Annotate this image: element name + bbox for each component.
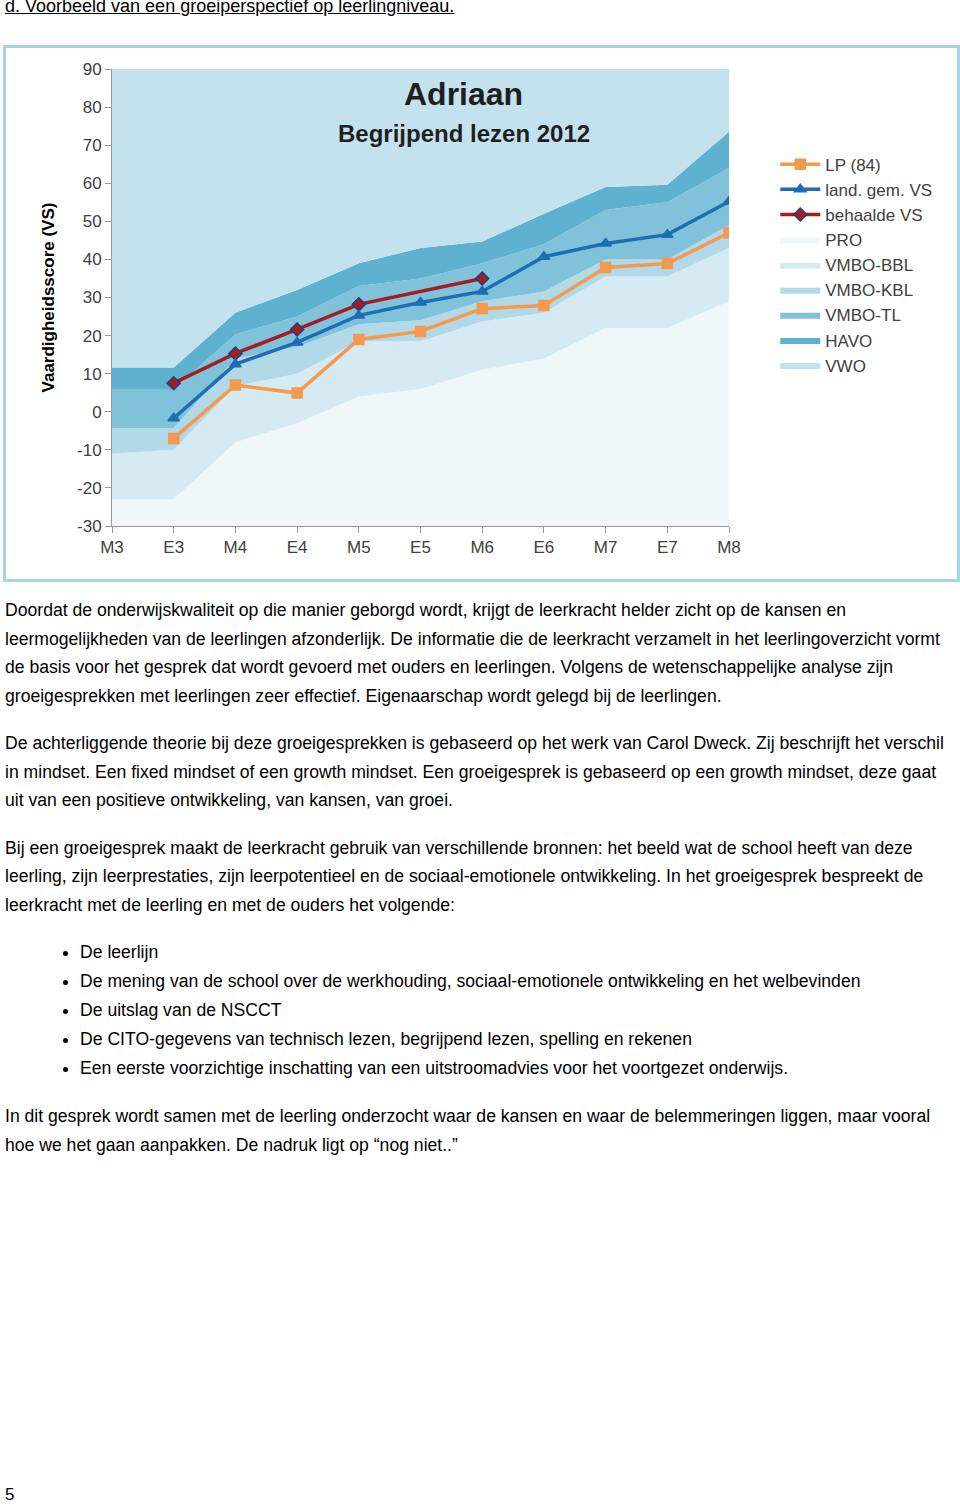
svg-text:VMBO-KBL: VMBO-KBL xyxy=(825,281,913,300)
svg-text:E4: E4 xyxy=(287,538,308,557)
svg-text:90: 90 xyxy=(83,60,102,79)
html-text:De achterliggende theorie bij: De achterliggende theorie bij deze groei… xyxy=(5,733,944,810)
svg-text:M6: M6 xyxy=(470,538,494,557)
svg-text:M7: M7 xyxy=(594,538,618,557)
svg-text:-10: -10 xyxy=(77,441,102,460)
svg-text:VMBO-TL: VMBO-TL xyxy=(825,306,901,325)
svg-text:M3: M3 xyxy=(100,538,124,557)
svg-text:-30: -30 xyxy=(77,517,102,536)
svg-text:VMBO-BBL: VMBO-BBL xyxy=(825,256,913,275)
svg-text:PRO: PRO xyxy=(825,231,862,250)
svg-text:10: 10 xyxy=(83,365,102,384)
svg-text:40: 40 xyxy=(83,250,102,269)
svg-text:M5: M5 xyxy=(347,538,371,557)
html-text:De mening van de school over d: De mening van de school over de werkhoud… xyxy=(80,971,861,991)
svg-text:Adriaan: Adriaan xyxy=(404,76,523,112)
svg-text:E3: E3 xyxy=(163,538,184,557)
html-text:Doordat de onderwijskwaliteit: Doordat de onderwijskwaliteit op die man… xyxy=(5,600,940,706)
svg-text:-20: -20 xyxy=(77,479,102,498)
html-text:In dit gesprek wordt samen met: In dit gesprek wordt samen met de leerli… xyxy=(5,1106,931,1155)
svg-text:VWO: VWO xyxy=(825,357,866,376)
svg-text:20: 20 xyxy=(83,327,102,346)
html-text:De leerlijn: De leerlijn xyxy=(80,942,159,962)
svg-text:land. gem. VS: land. gem. VS xyxy=(825,181,932,200)
html-text:5: 5 xyxy=(5,1485,15,1504)
svg-text:50: 50 xyxy=(83,212,102,231)
svg-text:HAVO: HAVO xyxy=(825,332,872,351)
html-text:De CITO-gegevens van technisch: De CITO-gegevens van technisch lezen, be… xyxy=(80,1029,692,1049)
html-text:Een eerste voorzichtige inscha: Een eerste voorzichtige inschatting van … xyxy=(80,1058,788,1078)
svg-text:E6: E6 xyxy=(534,538,555,557)
html-text:Bij een groeigesprek maakt de: Bij een groeigesprek maakt de leerkracht… xyxy=(5,837,924,915)
svg-text:0: 0 xyxy=(92,403,101,422)
svg-text:Begrijpend lezen 2012: Begrijpend lezen 2012 xyxy=(338,120,590,147)
svg-text:E5: E5 xyxy=(410,538,431,557)
svg-text:80: 80 xyxy=(83,98,102,117)
svg-text:LP (84): LP (84) xyxy=(825,156,880,175)
svg-text:M4: M4 xyxy=(224,538,248,557)
svg-text:30: 30 xyxy=(83,288,102,307)
html-text:De uitslag van de NSCCT: De uitslag van de NSCCT xyxy=(80,1000,282,1020)
svg-text:behaalde VS: behaalde VS xyxy=(825,206,922,225)
svg-text:70: 70 xyxy=(83,136,102,155)
svg-text:E7: E7 xyxy=(657,538,678,557)
svg-text:M8: M8 xyxy=(717,538,741,557)
svg-text:Vaardigheidsscore (VS): Vaardigheidsscore (VS) xyxy=(39,203,58,393)
svg-text:60: 60 xyxy=(83,174,102,193)
